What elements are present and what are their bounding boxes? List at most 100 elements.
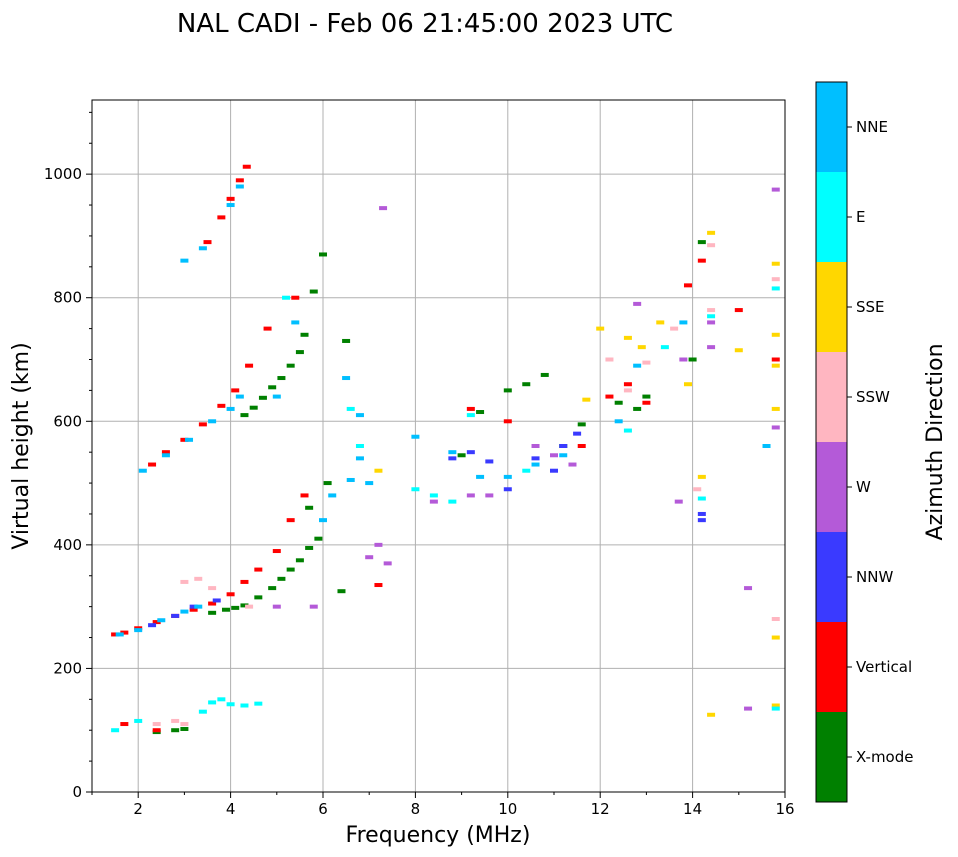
echo-point xyxy=(235,178,244,183)
echo-point xyxy=(254,701,263,706)
echo-point xyxy=(365,481,374,486)
echo-point xyxy=(157,618,166,623)
echo-point xyxy=(573,431,582,436)
echo-point xyxy=(771,703,780,708)
echo-point xyxy=(679,357,688,362)
echo-point xyxy=(217,697,226,702)
echo-point xyxy=(240,703,249,708)
colorbar-segment xyxy=(816,82,847,172)
y-tick-label: 200 xyxy=(53,659,82,677)
echo-point xyxy=(429,493,438,498)
echo-point xyxy=(319,518,327,523)
echo-point xyxy=(503,388,512,393)
echo-point xyxy=(346,477,355,482)
echo-point xyxy=(693,487,702,492)
echo-point xyxy=(355,413,364,418)
echo-point xyxy=(180,722,189,727)
echo-point xyxy=(771,406,780,411)
echo-point xyxy=(189,607,198,612)
colorbar-segment xyxy=(816,442,847,532)
echo-point xyxy=(268,385,277,390)
echo-point xyxy=(448,450,457,455)
echo-point xyxy=(374,542,383,547)
echo-point xyxy=(111,632,120,637)
echo-point xyxy=(688,357,697,362)
echo-point xyxy=(291,295,300,300)
echo-point xyxy=(656,320,665,325)
colorbar-segment xyxy=(816,532,847,622)
echo-point xyxy=(771,187,780,192)
echo-point xyxy=(263,326,272,331)
echo-point xyxy=(670,326,679,331)
echo-point xyxy=(245,363,254,368)
echo-point xyxy=(448,499,457,504)
echo-point xyxy=(208,700,217,705)
echo-point xyxy=(374,468,383,473)
x-tick-label: 10 xyxy=(498,800,517,818)
echo-point xyxy=(203,240,212,245)
echo-point xyxy=(323,481,332,486)
echo-point xyxy=(596,326,605,331)
echo-point xyxy=(277,376,286,381)
echo-point xyxy=(134,628,143,633)
echo-point xyxy=(198,246,207,251)
echo-point xyxy=(633,363,642,368)
colorbar-segment xyxy=(816,262,847,352)
echo-point xyxy=(328,493,337,498)
echo-point xyxy=(771,332,780,337)
echo-point xyxy=(226,592,235,597)
echo-point xyxy=(707,320,716,325)
echo-point xyxy=(221,607,230,612)
echo-point xyxy=(637,345,646,350)
echo-point xyxy=(180,726,189,731)
echo-point xyxy=(171,718,180,723)
echo-point xyxy=(531,444,540,448)
echo-point xyxy=(466,413,475,418)
y-axis-label: Virtual height (km) xyxy=(9,342,34,549)
echo-point xyxy=(161,453,170,458)
echo-point xyxy=(476,410,485,415)
echo-point xyxy=(771,635,780,640)
echo-point xyxy=(194,576,203,581)
echo-point xyxy=(319,252,327,257)
echo-point xyxy=(295,350,304,355)
echo-point xyxy=(531,462,540,467)
data-points xyxy=(111,164,780,735)
echo-point xyxy=(152,620,161,625)
chart-title: NAL CADI - Feb 06 21:45:00 2023 UTC xyxy=(177,9,673,39)
echo-point xyxy=(771,617,780,621)
x-tick-label: 4 xyxy=(226,800,236,818)
y-tick-label: 0 xyxy=(72,783,82,801)
echo-point xyxy=(623,382,632,387)
colorbar-segment xyxy=(816,622,847,712)
x-tick-label: 2 xyxy=(133,800,143,818)
echo-point xyxy=(217,403,226,408)
echo-point xyxy=(314,536,323,541)
echo-point xyxy=(300,493,309,498)
echo-point xyxy=(707,308,716,313)
colorbar-segment xyxy=(816,712,847,802)
echo-point xyxy=(614,400,623,405)
echo-point xyxy=(771,425,780,430)
echo-point xyxy=(550,453,558,458)
echo-point xyxy=(226,196,235,201)
echo-point xyxy=(762,444,771,448)
echo-point xyxy=(120,722,129,727)
echo-point xyxy=(559,444,568,448)
colorbar-tick-label: SSE xyxy=(856,298,885,316)
echo-point xyxy=(485,493,494,498)
echo-point xyxy=(208,601,217,606)
echo-point xyxy=(697,496,706,501)
echo-point xyxy=(582,397,591,402)
echo-point xyxy=(111,728,120,733)
echo-point xyxy=(633,406,642,411)
echo-point xyxy=(429,499,438,504)
echo-point xyxy=(660,345,669,350)
colorbar: X-mode Vertical NNW W SSW SSE E NNE xyxy=(815,81,913,803)
echo-point xyxy=(231,605,240,610)
echo-point xyxy=(365,555,374,560)
echo-point xyxy=(642,394,651,399)
colorbar-tick-label: W xyxy=(856,478,871,496)
echo-point xyxy=(226,406,235,411)
echo-point xyxy=(623,428,632,433)
